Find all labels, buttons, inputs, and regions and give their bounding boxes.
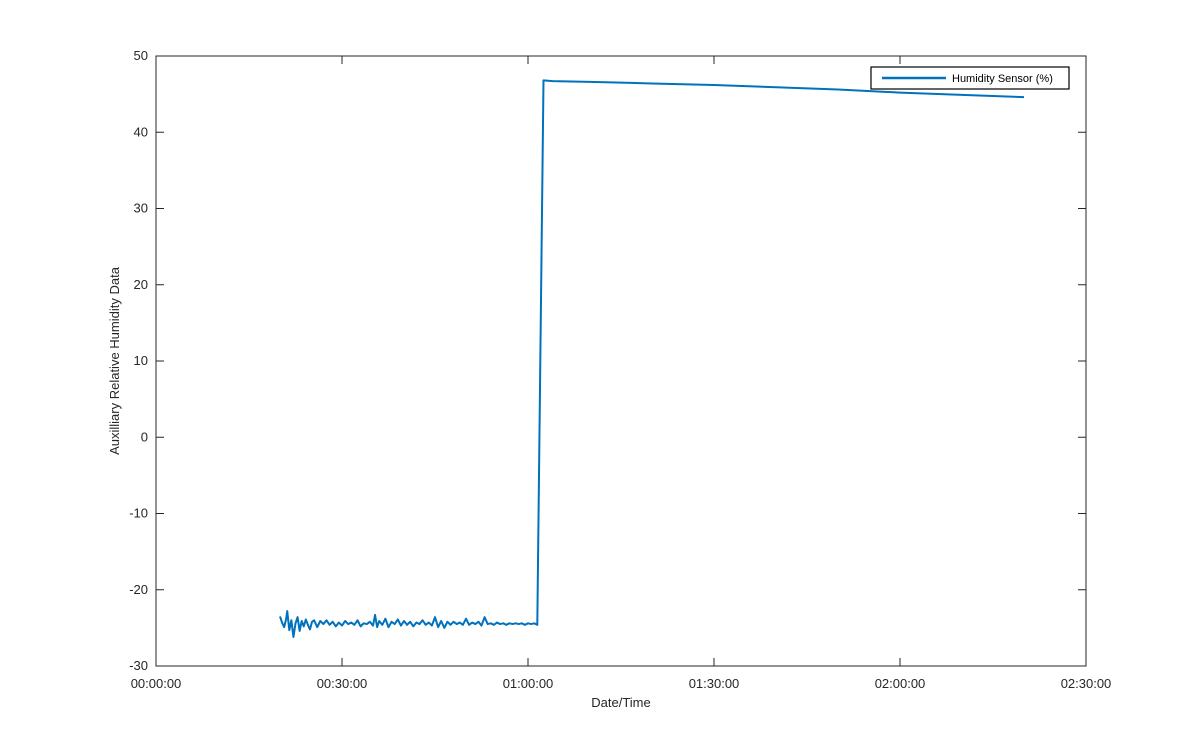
y-tick-label: 50 xyxy=(134,48,148,63)
plot-area xyxy=(156,56,1086,666)
x-tick-label: 00:00:00 xyxy=(131,676,182,691)
y-tick-label: 40 xyxy=(134,124,148,139)
y-axis-title: Auxilliary Relative Humidity Data xyxy=(107,266,122,455)
x-tick-label: 00:30:00 xyxy=(317,676,368,691)
x-axis-title: Date/Time xyxy=(591,695,650,710)
legend-box xyxy=(870,66,1070,90)
series-layer xyxy=(279,79,1025,639)
series-line-humidity-sensor xyxy=(279,79,1025,639)
legend: Humidity Sensor (%) xyxy=(870,66,1070,90)
y-tick-label: -20 xyxy=(129,582,148,597)
y-tick-label: 0 xyxy=(141,429,148,444)
x-tick-label: 01:00:00 xyxy=(503,676,554,691)
x-tick-label: 01:30:00 xyxy=(689,676,740,691)
y-ticks: -30 -20 -10 0 10 20 30 40 50 xyxy=(129,48,1086,673)
x-tick-label: 02:30:00 xyxy=(1061,676,1112,691)
legend-label: Humidity Sensor (%) xyxy=(952,73,1053,85)
y-tick-label: 30 xyxy=(134,201,148,216)
y-tick-label: 10 xyxy=(134,353,148,368)
x-tick-label: 02:00:00 xyxy=(875,676,926,691)
y-tick-label: -30 xyxy=(129,658,148,673)
y-tick-label: 20 xyxy=(134,277,148,292)
y-tick-label: -10 xyxy=(129,506,148,521)
plot-frame xyxy=(155,55,1087,667)
